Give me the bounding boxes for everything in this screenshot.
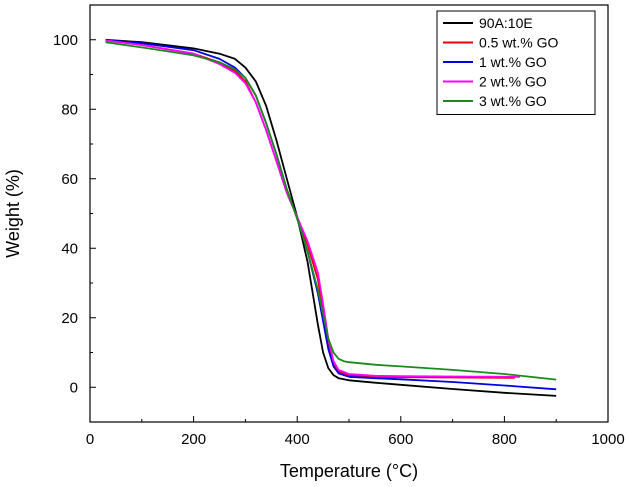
legend-label-5: 3 wt.% GO	[479, 93, 547, 109]
legend-label-4: 2 wt.% GO	[479, 74, 547, 90]
x-tick-label: 1000	[591, 431, 624, 448]
x-tick-label: 400	[285, 431, 310, 448]
x-tick-label: 600	[388, 431, 413, 448]
axes: 0 200 400 600 800 1000 0 20 40 60 80 100	[53, 4, 625, 448]
x-tick-label: 800	[492, 431, 517, 448]
series-line-1	[105, 38, 557, 397]
legend: 90A:10E 0.5 wt.% GO 1 wt.% GO 2 wt.% GO 3 wt…	[436, 10, 596, 115]
y-tick-label: 60	[61, 171, 78, 188]
legend-label-2: 0.5 wt.% GO	[479, 35, 558, 51]
x-tick-label: 200	[181, 431, 206, 448]
y-tick-label: 0	[70, 379, 78, 396]
y-tick-label: 40	[61, 240, 78, 257]
x-axis-title: Temperature (°C)	[280, 461, 418, 481]
y-tick-label: 20	[61, 310, 78, 327]
legend-label-3: 1 wt.% GO	[479, 54, 547, 70]
y-axis-title: Weight (%)	[3, 169, 23, 258]
plot-area	[105, 38, 557, 397]
y-tick-label: 80	[61, 101, 78, 118]
x-tick-label: 0	[86, 431, 94, 448]
y-tick-label: 100	[53, 32, 78, 49]
series-line-4	[105, 39, 520, 378]
legend-label-1: 90A:10E	[479, 15, 533, 31]
series-line-5	[105, 41, 557, 381]
